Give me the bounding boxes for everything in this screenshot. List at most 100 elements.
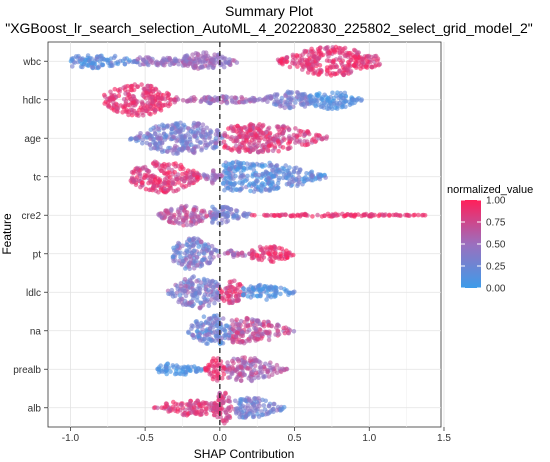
shap-point-hdlc <box>247 97 253 102</box>
shap-point-na <box>200 326 205 332</box>
shap-point-ldlc <box>185 280 191 285</box>
shap-point-alb <box>175 402 181 408</box>
shap-point-cre2 <box>169 207 174 213</box>
shap-point-tc <box>173 164 178 169</box>
shap-point-hdlc <box>206 100 211 105</box>
shap-point-tc <box>269 162 274 168</box>
shap-point-age <box>181 122 187 128</box>
shap-point-pt <box>192 242 197 247</box>
shap-point-na <box>229 318 235 323</box>
shap-point-age <box>286 145 292 151</box>
shap-point-prealb <box>219 375 225 381</box>
shap-point-wbc <box>331 59 336 65</box>
shap-point-tc <box>158 187 164 192</box>
shap-point-hdlc <box>140 113 146 118</box>
shap-point-prealb <box>267 362 272 368</box>
shap-point-ldlc <box>206 303 212 309</box>
shap-point-ldlc <box>197 305 202 311</box>
shap-point-alb <box>211 405 217 411</box>
shap-point-na <box>243 323 249 329</box>
shap-point-age <box>155 136 161 141</box>
shap-point-age <box>281 136 286 141</box>
shap-point-wbc <box>324 65 330 70</box>
shap-point-wbc <box>70 64 75 69</box>
shap-point-pt <box>183 266 188 271</box>
shap-point-hdlc <box>268 96 274 101</box>
shap-point-tc <box>273 169 279 175</box>
shap-point-pt <box>267 252 272 257</box>
shap-point-age <box>175 151 181 156</box>
shap-point-age <box>140 141 145 146</box>
shap-point-age <box>176 125 181 130</box>
shap-point-na <box>235 330 240 335</box>
shap-point-prealb <box>270 365 276 370</box>
shap-point-wbc <box>182 55 188 61</box>
shap-point-na <box>243 338 249 344</box>
shap-point-hdlc <box>129 83 135 89</box>
shap-point-tc <box>243 178 248 183</box>
shap-point-tc <box>172 170 177 175</box>
shap-point-hdlc <box>186 98 191 104</box>
shap-point-wbc <box>193 56 199 61</box>
shap-point-age <box>140 137 146 143</box>
shap-point-wbc <box>294 53 300 58</box>
shap-point-na <box>214 323 219 329</box>
shap-point-cre2 <box>182 209 188 214</box>
shap-point-wbc <box>328 73 334 78</box>
shap-point-alb <box>244 413 249 419</box>
shap-point-tc <box>168 175 173 180</box>
y-tick-label-hdlc: hdlc <box>23 95 41 106</box>
shap-point-wbc <box>329 64 334 70</box>
shap-point-hdlc <box>171 97 177 103</box>
shap-point-cre2 <box>196 217 201 223</box>
shap-point-tc <box>154 163 159 168</box>
shap-point-cre2 <box>359 213 365 219</box>
shap-point-ldlc <box>180 302 186 307</box>
shap-point-ldlc <box>245 294 251 299</box>
shap-point-wbc <box>337 55 343 60</box>
shap-point-hdlc <box>132 100 137 105</box>
shap-point-wbc <box>290 60 295 66</box>
shap-point-na <box>240 333 246 339</box>
shap-point-na <box>291 329 297 334</box>
shap-point-wbc <box>167 56 172 61</box>
shap-point-hdlc <box>243 99 249 104</box>
shap-point-cre2 <box>233 208 239 213</box>
shap-point-age <box>230 128 236 134</box>
shap-point-wbc <box>206 65 211 70</box>
shap-point-hdlc <box>328 104 334 110</box>
shap-point-age <box>228 136 233 142</box>
shap-point-tc <box>210 173 215 178</box>
shap-point-tc <box>166 180 171 185</box>
shap-point-pt <box>273 246 278 252</box>
shap-point-wbc <box>351 47 357 53</box>
shap-point-ldlc <box>286 292 291 298</box>
shap-point-hdlc <box>162 96 168 102</box>
shap-point-tc <box>318 172 323 177</box>
shap-point-age <box>155 147 161 152</box>
shap-point-alb <box>238 398 243 404</box>
shap-point-tc <box>285 168 291 174</box>
shap-point-hdlc <box>123 91 128 96</box>
shap-point-hdlc <box>314 92 320 97</box>
shap-point-tc <box>223 176 228 181</box>
shap-point-pt <box>202 251 207 256</box>
shap-point-tc <box>195 175 200 180</box>
shap-point-hdlc <box>108 96 114 101</box>
shap-point-wbc <box>346 50 352 56</box>
shap-point-pt <box>191 266 197 271</box>
shap-point-tc <box>263 170 269 175</box>
y-axis-title: Feature <box>0 213 14 255</box>
shap-point-cre2 <box>211 216 216 222</box>
shap-point-pt <box>216 253 222 259</box>
shap-point-age <box>280 130 286 136</box>
shap-point-ldlc <box>257 293 263 299</box>
shap-point-wbc <box>227 57 232 62</box>
shap-point-hdlc <box>161 102 166 108</box>
shap-point-wbc <box>193 63 198 69</box>
shap-point-prealb <box>229 370 234 376</box>
shap-point-age <box>196 121 201 127</box>
shap-point-ldlc <box>232 278 237 284</box>
shap-point-na <box>266 337 272 343</box>
shap-point-na <box>245 329 250 335</box>
